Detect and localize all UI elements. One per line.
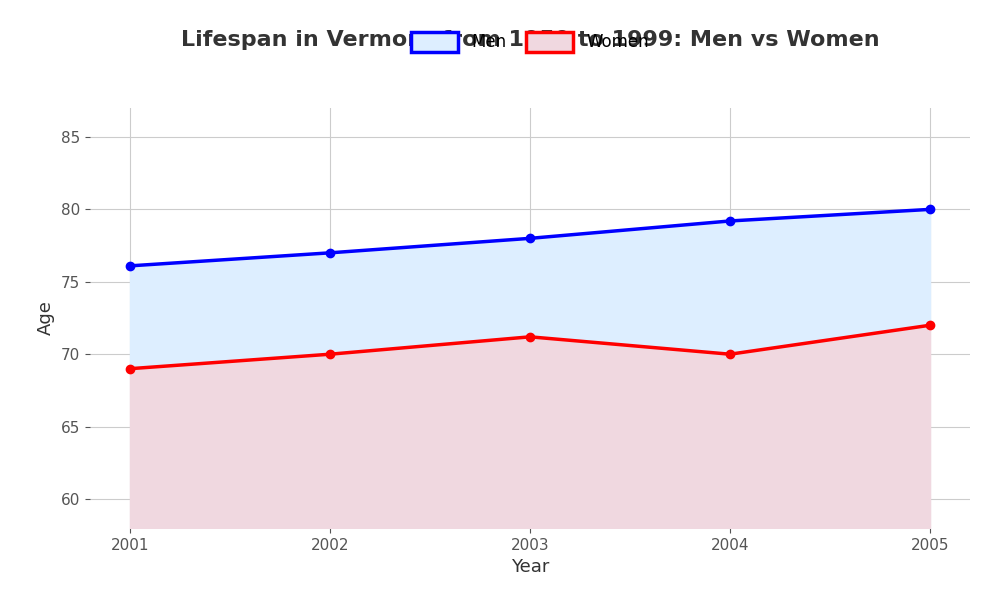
Y-axis label: Age: Age xyxy=(37,301,55,335)
Title: Lifespan in Vermont from 1959 to 1999: Men vs Women: Lifespan in Vermont from 1959 to 1999: M… xyxy=(181,29,879,49)
X-axis label: Year: Year xyxy=(511,558,549,576)
Legend: Men, Women: Men, Women xyxy=(403,24,657,60)
